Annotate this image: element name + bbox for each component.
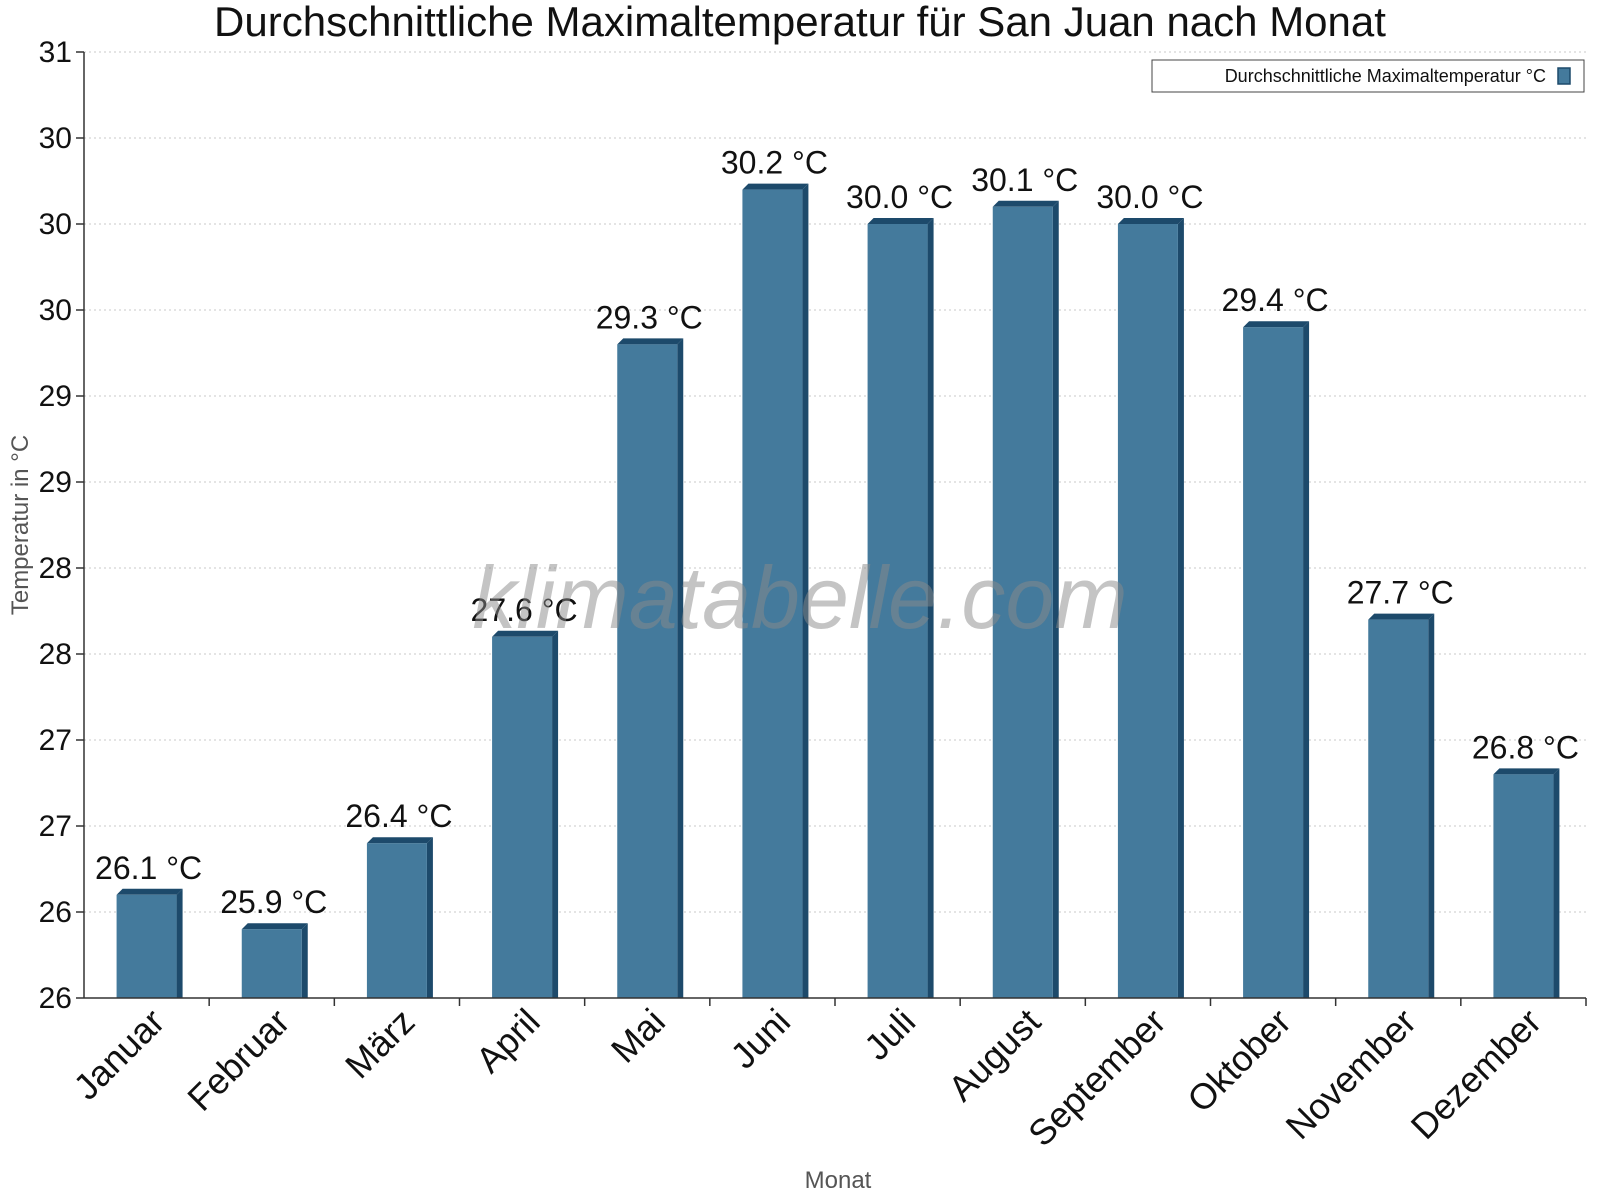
x-tick-label: Juni <box>722 1001 798 1077</box>
y-tick-label: 26 <box>39 896 72 929</box>
x-tick-label: Mai <box>603 1001 673 1071</box>
value-label: 26.1 °C <box>95 850 202 886</box>
bar <box>116 894 177 998</box>
chart-title: Durchschnittliche Maximaltemperatur für … <box>214 0 1386 45</box>
bar-top <box>366 837 433 844</box>
value-label: 25.9 °C <box>220 884 327 920</box>
value-labels: 26.1 °C 25.9 °C 26.4 °C 27.6 °C 29.3 °C 30.2 … <box>95 145 1579 921</box>
bar-side <box>1177 218 1184 998</box>
bar-side <box>1428 613 1435 998</box>
bar-top <box>1493 768 1560 775</box>
bar-top <box>1243 321 1310 328</box>
bar <box>1117 224 1178 998</box>
value-label: 29.4 °C <box>1222 282 1329 318</box>
bar-side <box>927 218 934 998</box>
bar <box>492 636 553 998</box>
bar-side <box>1553 768 1560 998</box>
legend-swatch <box>1557 67 1571 85</box>
y-axis-ticks: 26 26 27 27 28 28 29 29 30 30 30 31 <box>39 36 84 1015</box>
bar <box>366 843 427 998</box>
bar-top <box>992 200 1059 207</box>
value-label: 26.8 °C <box>1472 729 1579 765</box>
bar <box>241 929 302 998</box>
bar-side <box>176 888 183 998</box>
bar <box>1243 327 1304 998</box>
bar-side <box>301 923 308 998</box>
y-tick-label: 28 <box>39 552 72 585</box>
y-tick-label: 30 <box>39 294 72 327</box>
value-label: 29.3 °C <box>596 299 703 335</box>
x-tick-label: August <box>940 1001 1048 1109</box>
legend-box <box>1151 59 1585 93</box>
bar-side <box>552 630 559 998</box>
value-label: 27.6 °C <box>471 592 578 628</box>
bar-top <box>241 923 308 930</box>
x-tick-label: April <box>468 1001 548 1081</box>
bar <box>742 189 803 999</box>
bar-top <box>1368 613 1435 620</box>
bar-side <box>802 183 809 999</box>
y-tick-label: 31 <box>39 36 72 69</box>
value-label: 30.0 °C <box>846 179 953 215</box>
bar-top <box>742 183 809 190</box>
bar-top <box>116 888 183 895</box>
gridlines <box>84 51 1586 913</box>
y-tick-label: 30 <box>39 208 72 241</box>
y-tick-label: 28 <box>39 638 72 671</box>
x-tick-label: Januar <box>65 1001 172 1108</box>
value-label: 30.2 °C <box>721 145 828 181</box>
bar-top <box>867 218 934 224</box>
bar <box>867 224 928 998</box>
bar-side <box>677 338 684 998</box>
bar <box>992 206 1053 999</box>
bar-top <box>617 338 684 345</box>
x-tick-label: Dezember <box>1403 1001 1549 1147</box>
y-axis-title: Temperatur in °C <box>7 435 34 615</box>
bar-top <box>1117 218 1184 224</box>
bar-side <box>1052 200 1059 999</box>
bar <box>617 344 678 998</box>
bar-side <box>426 837 433 998</box>
value-label: 27.7 °C <box>1347 575 1454 611</box>
bar-top <box>492 630 559 637</box>
bar <box>1493 774 1554 998</box>
x-tick-label: Februar <box>179 1001 297 1119</box>
y-tick-label: 26 <box>39 982 72 1015</box>
value-label: 30.0 °C <box>1096 179 1203 215</box>
x-tick-label: Oktober <box>1179 1001 1299 1121</box>
value-label: 26.4 °C <box>345 798 452 834</box>
y-tick-label: 30 <box>39 122 72 155</box>
y-tick-label: 29 <box>39 380 72 413</box>
bar-side <box>1303 321 1310 998</box>
x-tick-label: September <box>1020 1001 1174 1155</box>
legend: Durchschnittliche Maximaltemperatur °C <box>1151 59 1585 93</box>
y-tick-label: 27 <box>39 810 72 843</box>
x-tick-label: März <box>337 1001 423 1087</box>
x-axis-title: Monat <box>805 1167 872 1194</box>
legend-label: Durchschnittliche Maximaltemperatur °C <box>1225 66 1546 86</box>
watermark: klimatabelle.com <box>472 548 1127 647</box>
x-axis-ticks: Januar Februar März April Mai Juni Juli AugustS… <box>65 998 1587 1155</box>
value-label: 30.1 °C <box>971 162 1078 198</box>
y-tick-label: 29 <box>39 466 72 499</box>
x-tick-label: November <box>1277 1001 1423 1147</box>
bar <box>1368 619 1429 998</box>
y-tick-label: 27 <box>39 724 72 757</box>
x-tick-label: Juli <box>856 1001 923 1068</box>
bars <box>116 183 1560 999</box>
